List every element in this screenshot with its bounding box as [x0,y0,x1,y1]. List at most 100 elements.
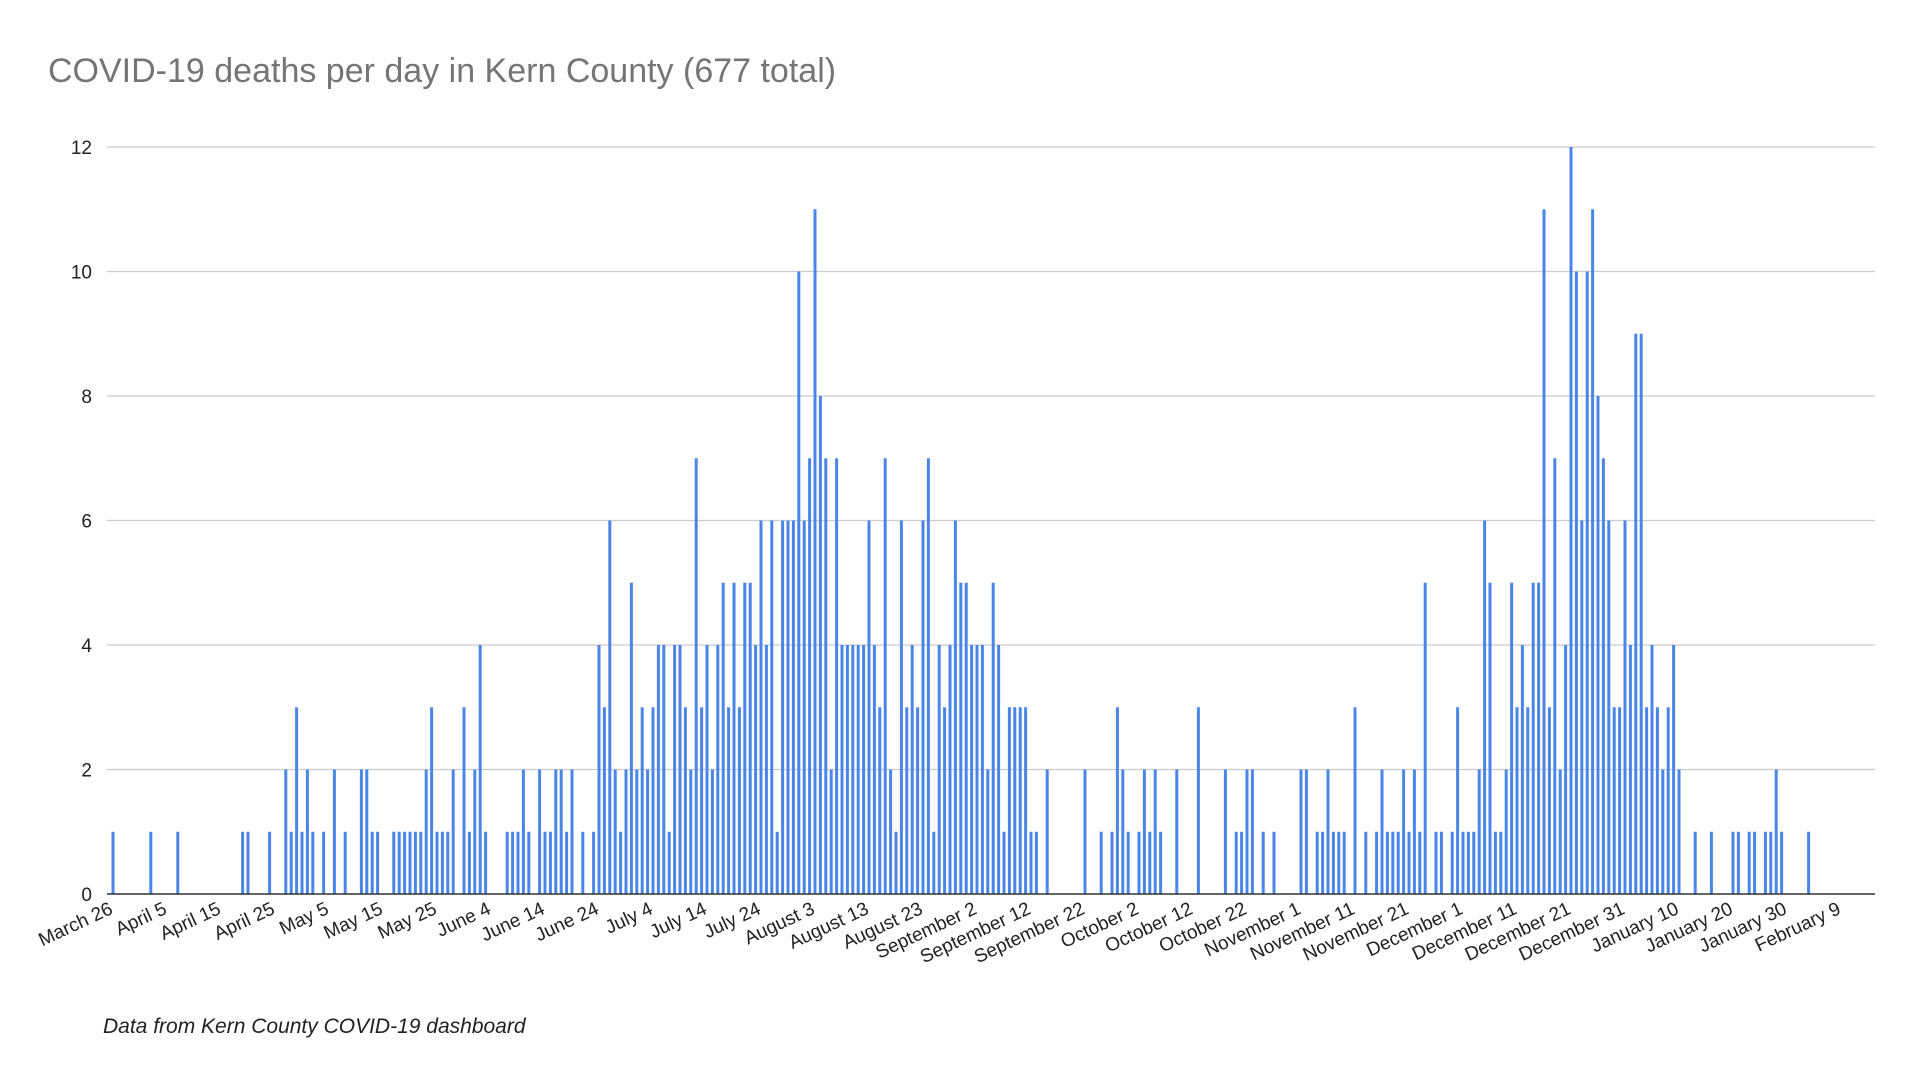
bar [1034,831,1038,894]
bar [1655,707,1659,894]
bar [176,831,180,894]
bar [1142,769,1146,894]
bar [964,582,968,894]
bar [332,769,336,894]
bar [1261,831,1265,894]
bar [970,645,974,894]
bar [1159,831,1163,894]
bar [948,645,952,894]
bar [1510,582,1514,894]
bar [894,831,898,894]
bar [1504,769,1508,894]
bar [1439,831,1443,894]
bar [1402,769,1406,894]
y-tick-label: 4 [81,636,92,657]
bar [370,831,374,894]
bar [710,769,714,894]
bar [1693,831,1697,894]
bar [1391,831,1395,894]
bar [1304,769,1308,894]
bar [662,645,666,894]
bar [1153,769,1157,894]
bar [111,831,115,894]
bar [764,645,768,894]
bar [1342,831,1346,894]
bar [727,707,731,894]
bar [1407,831,1411,894]
bar [1418,831,1422,894]
bar [1596,396,1600,894]
bar [413,831,417,894]
bar [937,645,941,894]
bar [1731,831,1735,894]
bar [856,645,860,894]
bar [737,707,741,894]
bar [408,831,412,894]
y-tick-label: 2 [81,761,92,782]
bar [602,707,606,894]
bar [953,520,957,894]
bar [824,458,828,894]
bar [1542,209,1546,894]
bar [899,520,903,894]
bar [797,271,801,894]
bar [689,769,693,894]
bar [1353,707,1357,894]
bar [791,520,795,894]
bar [808,458,812,894]
y-tick-label: 10 [71,263,92,284]
bar [511,831,515,894]
bar [1223,769,1227,894]
y-tick-label: 12 [71,138,92,159]
bar [435,831,439,894]
bar [1121,769,1125,894]
bar [1175,769,1179,894]
bar [1434,831,1438,894]
bar [295,707,299,894]
bar [829,769,833,894]
bar [1412,769,1416,894]
bar [430,707,434,894]
bar [1569,147,1573,894]
bar [1574,271,1578,894]
bar [403,831,407,894]
bar [1639,333,1643,894]
bar [721,582,725,894]
bar [786,520,790,894]
bar [305,769,309,894]
bar [392,831,396,894]
bar [300,831,304,894]
bar [1137,831,1141,894]
bar [284,769,288,894]
bar [629,582,633,894]
bar [565,831,569,894]
bar [1515,707,1519,894]
bar [419,831,423,894]
bar [1083,769,1087,894]
bar [1245,769,1249,894]
y-tick-label: 0 [81,885,92,906]
bar [889,769,893,894]
bar [775,831,779,894]
bar [1126,831,1130,894]
bar [343,831,347,894]
bar [376,831,380,894]
bar [916,707,920,894]
bar [241,831,245,894]
bar [975,645,979,894]
bar [1115,707,1119,894]
bar [705,645,709,894]
bar [1526,707,1530,894]
bar [1531,582,1535,894]
chart-title: COVID-19 deaths per day in Kern County (… [48,52,837,90]
bar [473,769,477,894]
x-tick-label: June 24 [532,898,603,946]
bar [289,831,293,894]
bar [1580,520,1584,894]
bar [1234,831,1238,894]
bar [651,707,655,894]
gridlines [107,146,1875,771]
bar [1380,769,1384,894]
bar [1013,707,1017,894]
bar [1472,831,1476,894]
